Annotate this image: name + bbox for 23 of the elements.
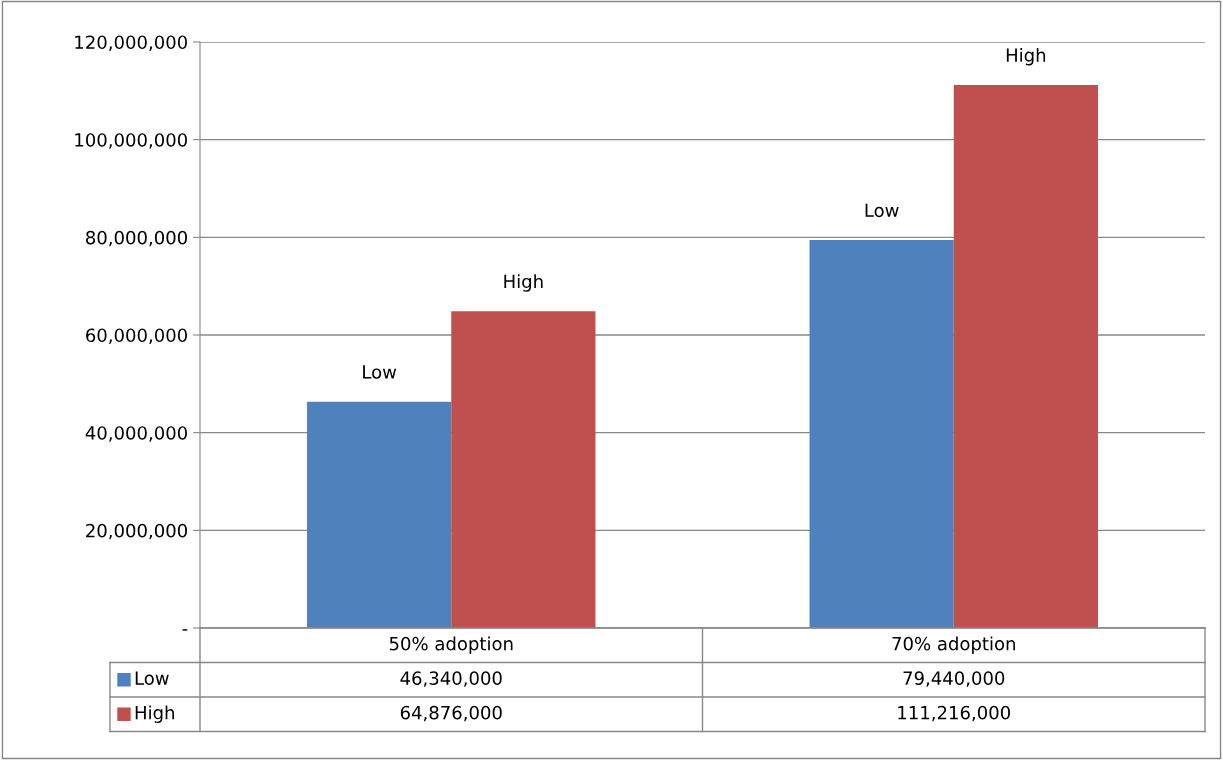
legend-label: Low — [135, 671, 169, 685]
text: Low — [363, 365, 397, 379]
data-label: 46,340,000 — [400, 671, 502, 687]
y-tick-label: 60,000,000 — [86, 328, 187, 344]
bar — [451, 311, 596, 628]
x-tick-label: 50% adoption — [389, 636, 513, 654]
y-tick-label: 20,000,000 — [86, 523, 187, 540]
data-label: 111,216,000 — [898, 705, 1010, 722]
y-tick-label: 80,000,000 — [86, 230, 187, 247]
y-tick-label: 100,000,000 — [75, 133, 187, 149]
x-tick-label: 70% adoption — [892, 636, 1015, 654]
bar — [307, 401, 452, 628]
y-tick-label: - — [182, 629, 188, 631]
data-label: 79,440,000 — [903, 671, 1005, 687]
text: Low — [865, 203, 899, 218]
legend-label: High — [135, 705, 174, 723]
y-tick-label: 40,000,000 — [85, 426, 187, 442]
text: High — [1006, 47, 1046, 66]
bar — [809, 240, 954, 628]
y-tick-label: 120,000,000 — [75, 35, 187, 51]
bar — [953, 84, 1098, 628]
text: High — [504, 274, 543, 292]
data-label: 64,876,000 — [400, 705, 502, 722]
